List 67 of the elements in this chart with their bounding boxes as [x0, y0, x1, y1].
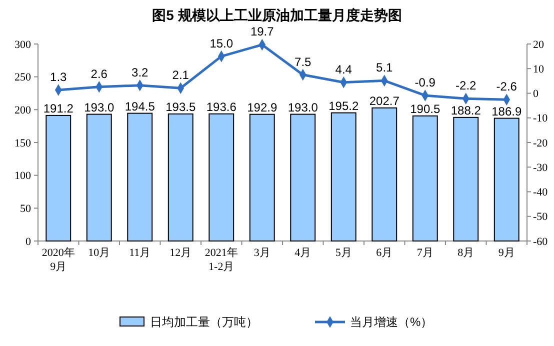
data-label: 186.9: [492, 104, 522, 118]
bar: [330, 112, 356, 242]
data-label: -2.6: [496, 80, 518, 94]
x-tick-label: 4月: [294, 247, 312, 259]
y2-tick-label: 20: [533, 38, 544, 51]
data-label: 19.7: [250, 24, 274, 39]
data-label: 2.1: [172, 68, 190, 82]
data-label: 4.4: [335, 62, 352, 76]
x-tick-label: 2020年 9月: [42, 247, 75, 273]
bar: [168, 113, 194, 242]
x-tick-label: 7月: [416, 247, 434, 259]
y-tick-label: 300: [14, 38, 32, 51]
y-tick-label: 150: [14, 137, 32, 150]
data-label: -0.9: [414, 75, 436, 90]
data-label: 202.7: [369, 94, 400, 108]
bar: [453, 116, 479, 242]
y2-tick-label: -40: [533, 186, 548, 199]
y-tick-label: 100: [14, 170, 32, 182]
data-label: 2.6: [90, 66, 108, 81]
data-label: -2.2: [456, 78, 477, 93]
y2-tick-label: 0: [533, 88, 539, 100]
y-tick-label: 200: [14, 104, 32, 117]
data-label: 5.1: [376, 60, 394, 75]
data-label: 191.2: [43, 101, 74, 116]
data-label: 193.6: [206, 100, 237, 114]
x-tick-label: 2021年 1-2月: [204, 247, 238, 273]
y2-tick-label: -30: [533, 162, 548, 174]
bar: [290, 114, 316, 242]
data-label: 15.0: [210, 36, 234, 50]
x-tick-label: 11月: [129, 247, 151, 259]
x-tick-label: 6月: [376, 247, 393, 259]
x-tick-label: 12月: [170, 247, 192, 259]
data-label: 1.3: [50, 70, 68, 84]
data-label: 7.5: [294, 54, 312, 69]
bar: [46, 114, 72, 242]
data-label: 3.2: [132, 65, 149, 80]
legend-label: 当月增速（%）: [350, 315, 433, 330]
x-tick-label: 5月: [335, 247, 352, 259]
bar: [249, 114, 275, 242]
y2-tick-label: -60: [533, 236, 548, 248]
data-label: 193.0: [288, 100, 318, 114]
chart-title: 图5 规模以上工业原油加工量月度走势图: [152, 7, 402, 23]
y-tick-label: 250: [14, 72, 32, 84]
x-tick-label: 10月: [88, 247, 110, 259]
bar: [86, 114, 112, 242]
x-tick-label: 8月: [458, 247, 474, 259]
y2-tick-label: -20: [533, 137, 548, 150]
data-label: 188.2: [450, 103, 482, 118]
x-tick-label: 9月: [498, 247, 515, 259]
data-label: 193.5: [166, 100, 196, 114]
y2-tick-label: 10: [533, 63, 544, 76]
y-tick-label: 50: [20, 203, 32, 216]
bar: [494, 118, 520, 242]
bar: [208, 113, 234, 242]
data-label: 195.2: [328, 98, 359, 113]
y2-tick-label: -10: [533, 112, 548, 125]
y-tick-label: 0: [26, 236, 32, 248]
bar: [372, 107, 398, 242]
data-label: 192.9: [247, 100, 278, 114]
x-tick-label: 3月: [254, 247, 270, 259]
y2-tick-label: -50: [533, 211, 548, 224]
bar: [127, 112, 153, 242]
data-label: 193.0: [84, 100, 114, 114]
data-label: 190.5: [410, 102, 440, 116]
legend-label: 日均加工量（万吨）: [150, 315, 258, 330]
bar: [412, 115, 438, 242]
data-label: 194.5: [124, 99, 156, 114]
